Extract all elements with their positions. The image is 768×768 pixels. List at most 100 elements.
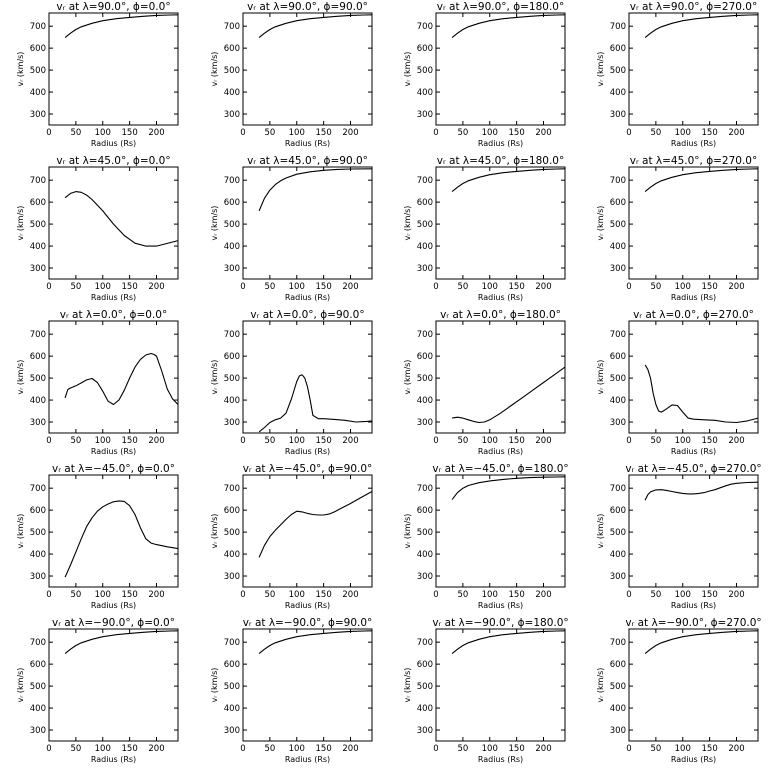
plot-frame: [628, 474, 759, 588]
y-tick-label: 700: [417, 638, 433, 648]
y-tick-label: 300: [610, 264, 626, 274]
velocity-series-line: [451, 476, 566, 500]
x-tick-label: 100: [482, 590, 498, 600]
x-tick-label: 200: [728, 590, 744, 600]
x-tick-label: 150: [702, 590, 718, 600]
y-tick-label: 600: [30, 198, 46, 208]
y-tick-label: 500: [30, 374, 46, 384]
x-axis-label: Radius (Rs): [285, 601, 330, 610]
x-tick-label: 150: [122, 282, 138, 292]
y-tick-label: 600: [610, 352, 626, 362]
y-tick-label: 500: [224, 528, 240, 538]
y-tick-label: 400: [224, 242, 240, 252]
y-tick-label: 600: [30, 660, 46, 670]
x-tick-label: 100: [289, 590, 305, 600]
x-tick-label: 200: [728, 128, 744, 138]
plot-frame: [628, 628, 759, 742]
x-tick-label: 200: [148, 590, 164, 600]
x-tick-label: 150: [702, 744, 718, 754]
panel-title: vᵣ at λ=−45.0°, ϕ=180.0°: [432, 463, 568, 475]
y-tick-label: 700: [224, 176, 240, 186]
y-tick-label: 700: [30, 638, 46, 648]
x-tick-label: 150: [509, 128, 525, 138]
x-tick-label: 0: [626, 436, 631, 446]
chart-panel: vᵣ at λ=90.0°, ϕ=0.0° 0 50 100 150 200 300 400 5…: [16, 1, 179, 148]
y-tick-label: 600: [417, 506, 433, 516]
chart-panel: vᵣ at λ=90.0°, ϕ=180.0° 0 50 100 150 200 300 40…: [403, 1, 566, 148]
plot-frame: [628, 166, 759, 280]
y-tick-label: 600: [30, 352, 46, 362]
y-tick-label: 700: [224, 638, 240, 648]
x-tick-label: 50: [650, 128, 661, 138]
x-tick-label: 150: [702, 128, 718, 138]
y-axis-label: vᵣ (km/s): [403, 52, 412, 87]
x-tick-label: 50: [264, 282, 275, 292]
panel-title: vᵣ at λ=−45.0°, ϕ=270.0°: [625, 463, 761, 475]
x-tick-label: 150: [509, 744, 525, 754]
x-axis-label: Radius (Rs): [478, 601, 523, 610]
velocity-series-line: [258, 491, 373, 558]
y-tick-label: 700: [30, 330, 46, 340]
x-tick-label: 0: [433, 590, 438, 600]
y-tick-label: 300: [417, 726, 433, 736]
y-tick-label: 300: [610, 726, 626, 736]
x-tick-label: 0: [626, 590, 631, 600]
y-tick-label: 400: [417, 242, 433, 252]
y-tick-label: 500: [417, 66, 433, 76]
x-tick-label: 200: [342, 128, 358, 138]
y-tick-label: 500: [610, 66, 626, 76]
x-axis-label: Radius (Rs): [91, 293, 136, 302]
x-tick-label: 100: [289, 128, 305, 138]
x-axis-label: Radius (Rs): [285, 293, 330, 302]
x-tick-label: 200: [535, 590, 551, 600]
y-tick-label: 700: [224, 22, 240, 32]
y-tick-label: 500: [610, 220, 626, 230]
x-axis-label: Radius (Rs): [285, 139, 330, 148]
panel-title: vᵣ at λ=−90.0°, ϕ=270.0°: [625, 617, 761, 629]
x-tick-label: 50: [70, 128, 81, 138]
y-tick-label: 600: [417, 44, 433, 54]
x-tick-label: 100: [675, 436, 691, 446]
x-tick-label: 150: [122, 590, 138, 600]
x-tick-label: 150: [122, 128, 138, 138]
y-tick-label: 400: [610, 704, 626, 714]
y-axis-label: vᵣ (km/s): [16, 668, 25, 703]
y-tick-label: 500: [417, 682, 433, 692]
panel-title: vᵣ at λ=90.0°, ϕ=90.0°: [247, 1, 368, 13]
x-tick-label: 100: [482, 744, 498, 754]
y-axis-label: vᵣ (km/s): [403, 360, 412, 395]
y-tick-label: 400: [610, 396, 626, 406]
y-tick-label: 700: [417, 330, 433, 340]
x-axis-label: Radius (Rs): [91, 601, 136, 610]
x-tick-label: 100: [95, 282, 111, 292]
velocity-series-line: [644, 630, 759, 655]
x-tick-label: 100: [675, 128, 691, 138]
x-tick-label: 150: [122, 744, 138, 754]
y-tick-label: 500: [224, 66, 240, 76]
x-tick-label: 0: [433, 128, 438, 138]
y-tick-label: 700: [30, 484, 46, 494]
y-tick-label: 300: [417, 418, 433, 428]
plot-frame: [435, 166, 566, 280]
y-tick-label: 300: [224, 418, 240, 428]
x-tick-label: 50: [70, 436, 81, 446]
x-tick-label: 150: [316, 282, 332, 292]
x-tick-label: 100: [675, 282, 691, 292]
y-tick-label: 400: [224, 396, 240, 406]
x-tick-label: 200: [728, 282, 744, 292]
panel-title: vᵣ at λ=0.0°, ϕ=270.0°: [633, 309, 754, 321]
x-tick-label: 200: [148, 744, 164, 754]
x-tick-label: 200: [535, 436, 551, 446]
plot-frame: [435, 320, 566, 434]
x-tick-label: 50: [70, 282, 81, 292]
velocity-series-line: [64, 14, 179, 39]
chart-panel: vᵣ at λ=−45.0°, ϕ=180.0° 0 50 100 150 200 300 4…: [403, 463, 569, 610]
velocity-series-line: [452, 366, 566, 424]
x-tick-label: 150: [702, 436, 718, 446]
velocity-series-line: [644, 14, 759, 39]
chart-panel: vᵣ at λ=−90.0°, ϕ=90.0° 0 50 100 150 200 300 40…: [210, 617, 373, 764]
x-tick-label: 50: [650, 436, 661, 446]
x-tick-label: 0: [433, 436, 438, 446]
x-axis-label: Radius (Rs): [285, 755, 330, 764]
y-tick-label: 700: [417, 176, 433, 186]
